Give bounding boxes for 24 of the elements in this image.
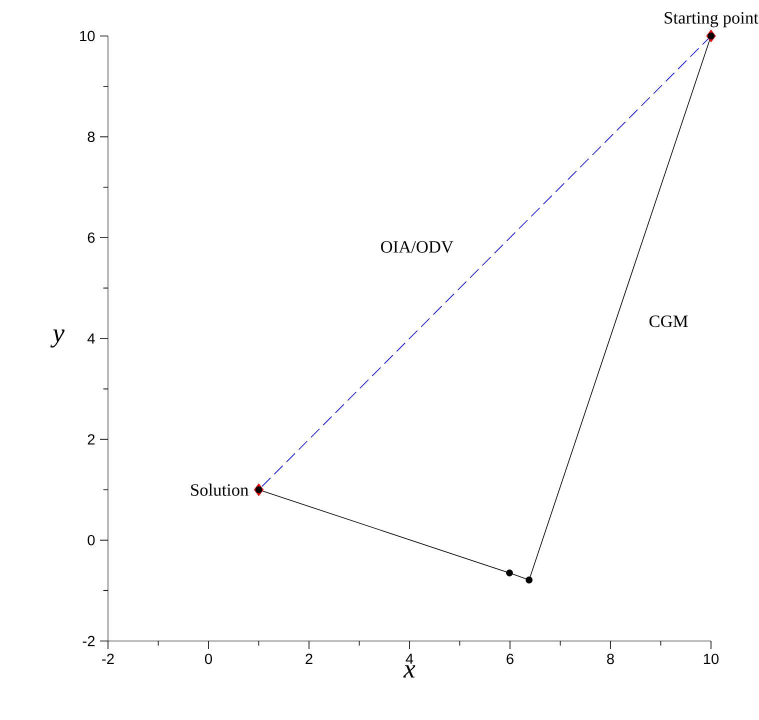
y-tick-label: 10 [80,30,95,42]
annotation: Solution [191,484,248,496]
series-label: OIA/ODV [381,241,454,253]
y-tick-label: 4 [87,333,95,344]
point [506,569,513,576]
point [255,486,262,494]
y-tick-label: 6 [88,232,95,243]
series-label: CGM [649,316,688,328]
x-tick-label: 6 [506,654,514,664]
point [526,576,533,584]
point [708,32,714,40]
annotation: Starting point [664,12,758,28]
x-tick-label: 2 [306,654,312,664]
x-tick-label: 8 [607,654,614,664]
x-tick-label: 10 [704,654,719,664]
x-tick-label: 4 [406,654,414,664]
y-axis-title: y [50,330,65,348]
y-tick-label: 2 [88,434,95,444]
x-tick-label: 0 [204,654,212,664]
y-tick-label: 0 [88,534,95,546]
y-tick-label: 8 [88,132,95,142]
x-tick-label: -2 [102,654,114,664]
y-tick-label: -2 [82,636,95,646]
x-axis-title: x [403,665,416,678]
